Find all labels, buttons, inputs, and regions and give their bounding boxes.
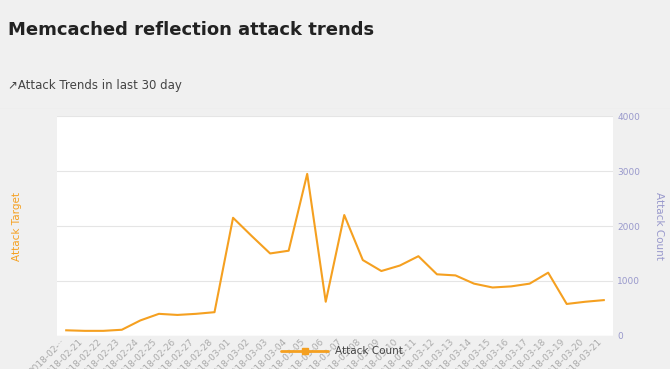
- Y-axis label: Attack Count: Attack Count: [654, 192, 664, 260]
- Text: Attack Count: Attack Count: [335, 346, 403, 356]
- Text: Attack Target: Attack Target: [12, 192, 22, 261]
- Text: Memcached reflection attack trends: Memcached reflection attack trends: [8, 21, 374, 39]
- Text: ↗Attack Trends in last 30 day: ↗Attack Trends in last 30 day: [8, 79, 182, 92]
